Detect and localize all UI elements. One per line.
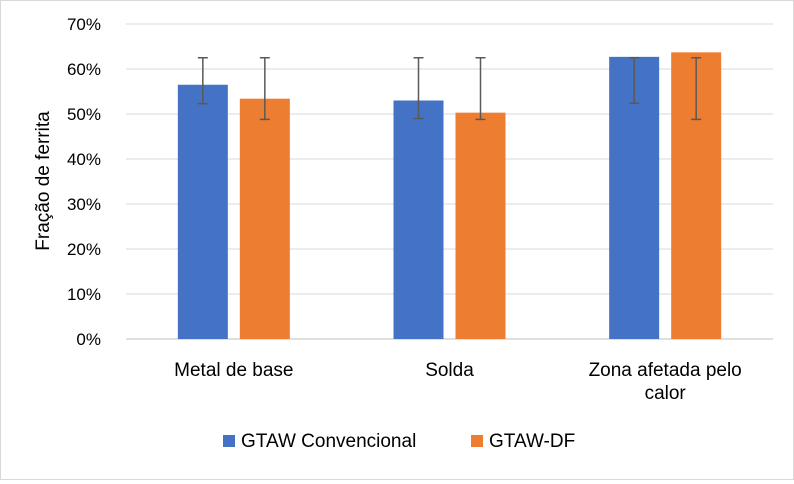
y-axis-ticks: 0% 10% 20% 30% 40% 50% 60% 70% xyxy=(67,15,101,349)
x-axis-categories: Metal de base Solda Zona afetada pelo calor xyxy=(174,360,742,404)
bar xyxy=(455,112,506,340)
y-tick-label: 20% xyxy=(67,240,101,259)
legend-swatch xyxy=(223,435,235,447)
y-tick-label: 50% xyxy=(67,105,101,124)
bars xyxy=(177,52,722,340)
x-category-label: Solda xyxy=(425,360,474,381)
y-tick-label: 40% xyxy=(67,150,101,169)
x-category-line: Zona afetada pelo xyxy=(589,360,742,381)
legend-swatch xyxy=(471,435,483,447)
x-category-label: Metal de base xyxy=(174,360,293,381)
error-bars xyxy=(197,57,702,121)
legend: GTAW Convencional GTAW-DF xyxy=(223,431,575,452)
gridlines xyxy=(126,23,773,340)
x-category-label: Zona afetada pelo calor xyxy=(589,360,742,404)
y-tick-label: 10% xyxy=(67,285,101,304)
x-category-line: calor xyxy=(645,383,687,404)
legend-label: GTAW Convencional xyxy=(241,431,416,452)
legend-label: GTAW-DF xyxy=(489,431,575,452)
y-tick-label: 60% xyxy=(67,60,101,79)
bar xyxy=(239,98,290,339)
y-tick-label: 30% xyxy=(67,195,101,214)
x-category-line: Metal de base xyxy=(174,360,293,381)
y-tick-label: 70% xyxy=(67,15,101,34)
x-category-line: Solda xyxy=(425,360,474,381)
bar xyxy=(177,84,228,339)
bar xyxy=(393,100,444,339)
y-axis-label: Fração de ferrita xyxy=(33,111,54,251)
y-tick-label: 0% xyxy=(76,330,101,349)
